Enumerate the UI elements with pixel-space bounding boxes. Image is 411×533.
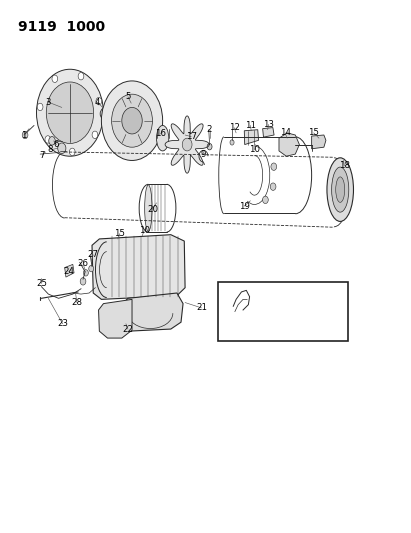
Circle shape (58, 143, 66, 154)
Circle shape (22, 131, 28, 139)
Text: 7: 7 (39, 151, 45, 160)
Text: 15: 15 (308, 128, 319, 138)
Text: 10: 10 (139, 226, 150, 235)
Circle shape (102, 81, 163, 160)
Circle shape (78, 72, 84, 80)
Circle shape (92, 131, 98, 139)
Polygon shape (92, 235, 185, 300)
Circle shape (52, 75, 58, 83)
Text: 2: 2 (207, 125, 212, 134)
Text: 9119  1000: 9119 1000 (18, 20, 105, 34)
Text: 9: 9 (201, 150, 206, 159)
Text: 13: 13 (263, 120, 274, 129)
Polygon shape (65, 264, 74, 277)
Text: 17: 17 (186, 132, 197, 141)
Text: 6: 6 (54, 140, 59, 149)
Text: 26: 26 (78, 260, 88, 268)
Circle shape (207, 143, 212, 150)
Ellipse shape (104, 110, 113, 118)
Polygon shape (122, 293, 183, 331)
Ellipse shape (336, 177, 345, 203)
Text: 18: 18 (339, 161, 350, 170)
Text: 15: 15 (114, 229, 125, 238)
Ellipse shape (327, 158, 353, 221)
Text: 20: 20 (147, 205, 158, 214)
Text: 11: 11 (245, 121, 256, 130)
Circle shape (37, 103, 43, 111)
Circle shape (89, 265, 94, 272)
Circle shape (300, 321, 307, 330)
Ellipse shape (309, 293, 326, 329)
Polygon shape (99, 300, 132, 338)
Text: 21: 21 (196, 303, 207, 312)
Circle shape (45, 136, 51, 143)
Circle shape (270, 183, 276, 190)
Text: 29: 29 (229, 295, 240, 304)
Ellipse shape (305, 285, 331, 337)
Polygon shape (244, 130, 259, 144)
Circle shape (49, 136, 55, 145)
Text: 18: 18 (319, 295, 329, 304)
Circle shape (37, 69, 104, 156)
Text: 25: 25 (36, 279, 47, 288)
Text: 14: 14 (279, 128, 291, 138)
Circle shape (46, 82, 94, 143)
Text: 8: 8 (48, 146, 53, 155)
Circle shape (122, 108, 142, 134)
Circle shape (96, 98, 102, 105)
Text: 27: 27 (88, 251, 99, 260)
Circle shape (271, 163, 277, 171)
Text: 4: 4 (95, 98, 100, 107)
Polygon shape (279, 133, 299, 156)
Ellipse shape (145, 185, 152, 231)
Text: 3: 3 (46, 98, 51, 107)
Text: 12: 12 (229, 123, 240, 132)
Text: 28: 28 (72, 298, 83, 307)
Circle shape (69, 148, 75, 156)
Text: 19: 19 (239, 201, 250, 211)
Circle shape (80, 278, 86, 285)
Circle shape (263, 196, 268, 204)
Bar (218, 282, 349, 341)
Text: 16: 16 (155, 130, 166, 139)
Text: 23: 23 (57, 319, 68, 328)
Text: 10: 10 (249, 146, 260, 155)
Text: 22: 22 (122, 325, 134, 334)
Text: 30: 30 (321, 315, 331, 324)
Circle shape (230, 140, 234, 145)
Text: 5: 5 (125, 92, 131, 101)
Ellipse shape (100, 107, 116, 121)
Ellipse shape (157, 125, 169, 151)
Ellipse shape (332, 167, 349, 212)
Circle shape (83, 270, 88, 276)
Text: 1: 1 (21, 131, 27, 140)
Polygon shape (263, 127, 274, 137)
Polygon shape (165, 116, 209, 173)
Polygon shape (312, 135, 326, 149)
Text: 24: 24 (63, 268, 74, 276)
Circle shape (182, 138, 192, 151)
Circle shape (112, 94, 152, 147)
